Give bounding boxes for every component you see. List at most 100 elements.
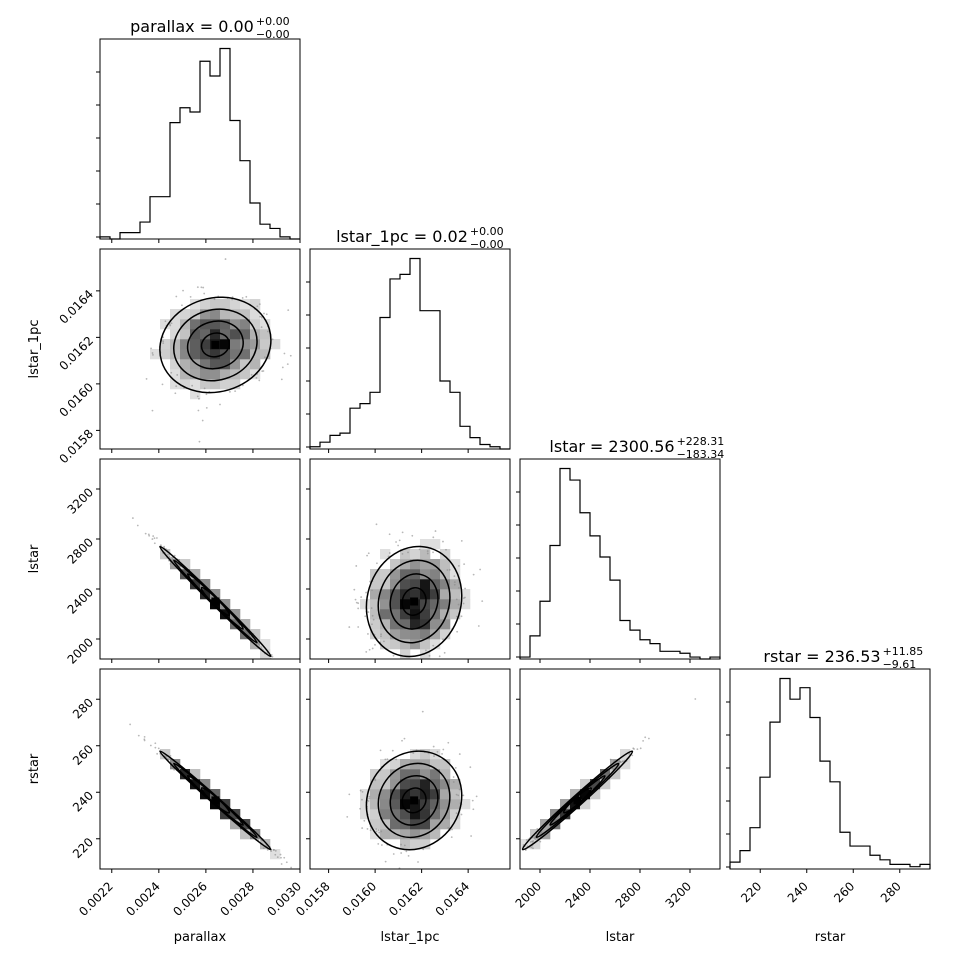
density-cell bbox=[420, 539, 431, 550]
density-cell bbox=[450, 599, 461, 610]
sample-point bbox=[457, 794, 460, 797]
density-cell bbox=[530, 839, 541, 850]
density-cell bbox=[190, 379, 201, 390]
sample-point bbox=[366, 828, 369, 830]
density-cell bbox=[170, 329, 181, 340]
density-cell bbox=[170, 319, 181, 330]
sample-point bbox=[469, 766, 472, 769]
density-peak bbox=[573, 796, 582, 805]
density-cell bbox=[360, 809, 371, 820]
sample-point bbox=[272, 848, 275, 851]
density-cell bbox=[390, 629, 401, 640]
sample-point bbox=[398, 539, 401, 542]
y-tick-label: 240 bbox=[70, 788, 96, 814]
sample-point bbox=[376, 562, 378, 565]
density-cell bbox=[400, 579, 411, 590]
panel-title: lstar = 2300.56 bbox=[549, 437, 674, 456]
density-cell bbox=[440, 769, 451, 780]
density-cell bbox=[250, 319, 261, 330]
sample-point bbox=[169, 557, 172, 560]
density-cell bbox=[180, 349, 191, 360]
density-cell bbox=[420, 579, 431, 590]
sample-point bbox=[361, 798, 363, 801]
density-cell bbox=[200, 779, 211, 790]
sample-point bbox=[397, 544, 400, 547]
sample-point bbox=[270, 850, 273, 853]
density-cell bbox=[420, 839, 431, 850]
sample-point bbox=[359, 807, 361, 810]
density-cell bbox=[430, 769, 441, 780]
density-cell bbox=[430, 619, 441, 630]
density-cell bbox=[240, 359, 251, 370]
density-cell bbox=[440, 629, 451, 640]
contour-level bbox=[200, 332, 231, 358]
sample-point bbox=[170, 371, 173, 374]
sample-point bbox=[475, 795, 478, 798]
y-tick-label: 0.0160 bbox=[57, 380, 97, 420]
density-cell bbox=[410, 809, 421, 820]
sample-point bbox=[538, 833, 541, 836]
density-cell bbox=[440, 569, 451, 580]
sample-point bbox=[447, 826, 450, 829]
sample-point bbox=[471, 799, 474, 802]
sample-point bbox=[136, 524, 139, 527]
sample-point bbox=[457, 564, 460, 567]
sample-point bbox=[173, 768, 176, 771]
sample-point bbox=[267, 330, 269, 333]
panel-frame bbox=[519, 458, 721, 660]
sample-point bbox=[359, 789, 362, 792]
sample-point bbox=[234, 390, 237, 393]
density-cell bbox=[380, 799, 391, 810]
sample-point bbox=[261, 317, 263, 319]
density-cell bbox=[260, 339, 271, 350]
sample-point bbox=[464, 596, 466, 599]
density-cell bbox=[220, 319, 231, 330]
density-cell bbox=[390, 569, 401, 580]
density-cell bbox=[610, 769, 621, 780]
sample-point bbox=[143, 739, 146, 742]
density-cell bbox=[190, 349, 201, 360]
density-cell bbox=[440, 799, 451, 810]
density-cell bbox=[400, 619, 411, 630]
sample-point bbox=[289, 354, 292, 357]
sample-point bbox=[205, 393, 208, 396]
density-cell bbox=[170, 379, 181, 390]
density-cell bbox=[190, 319, 201, 330]
density-cell bbox=[400, 599, 411, 610]
sample-point bbox=[164, 320, 167, 323]
sample-point bbox=[367, 800, 370, 802]
sample-point bbox=[229, 390, 231, 393]
density-cell bbox=[200, 369, 211, 380]
sample-point bbox=[495, 869, 497, 871]
density-cell bbox=[430, 759, 441, 770]
contour-level bbox=[401, 587, 427, 617]
sample-point bbox=[361, 790, 364, 793]
y-tick-label: 3200 bbox=[65, 485, 96, 516]
sample-point bbox=[446, 569, 449, 571]
sample-point bbox=[389, 662, 391, 664]
sample-point bbox=[153, 542, 156, 545]
density-cell bbox=[170, 349, 181, 360]
sample-point bbox=[455, 812, 458, 815]
scatter-lstar-vs-rstar bbox=[495, 668, 721, 871]
density-cell bbox=[390, 799, 401, 810]
sample-point bbox=[145, 378, 148, 380]
sample-point bbox=[462, 794, 465, 797]
density-cell bbox=[440, 609, 451, 620]
sample-point bbox=[464, 587, 466, 590]
density-cell bbox=[410, 779, 421, 790]
sample-point bbox=[162, 340, 165, 343]
density-cell bbox=[430, 559, 441, 570]
sample-point bbox=[392, 654, 395, 657]
sample-point bbox=[368, 797, 371, 800]
sample-point bbox=[400, 852, 403, 854]
sample-point bbox=[377, 829, 380, 832]
sample-point bbox=[463, 563, 466, 566]
density-cell bbox=[420, 769, 431, 780]
density-cell bbox=[400, 559, 411, 570]
sample-point bbox=[369, 829, 372, 832]
panel-title: lstar_1pc = 0.02 bbox=[336, 227, 468, 247]
density-cell bbox=[380, 549, 391, 560]
sample-point bbox=[167, 553, 169, 556]
sample-point bbox=[286, 363, 289, 366]
